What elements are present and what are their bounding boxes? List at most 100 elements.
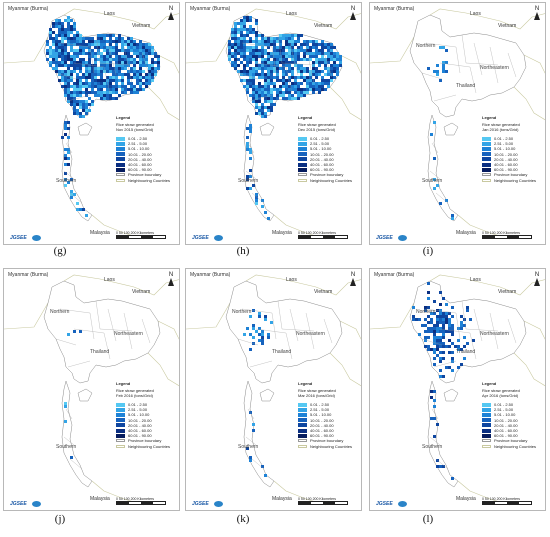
rice-straw-grid-cell [255,330,258,333]
rice-straw-grid-cell [85,79,88,82]
rice-straw-grid-cell [463,336,466,339]
rice-straw-grid-cell [261,61,264,64]
scale-bar: 0 50 100 200 Kilometers [482,231,532,239]
rice-straw-grid-cell [312,61,315,64]
rice-straw-grid-cell [448,318,451,321]
rice-straw-grid-cell [282,91,285,94]
rice-straw-grid-cell [82,208,85,211]
rice-straw-grid-cell [109,49,112,52]
legend-item-label: 0.01 - 2.50 [310,136,330,142]
rice-straw-grid-cell [264,318,267,321]
rice-straw-grid-cell [297,97,300,100]
rice-straw-grid-cell [124,88,127,91]
rice-straw-grid-cell [151,79,154,82]
rice-straw-grid-cell [330,55,333,58]
rice-straw-grid-cell [261,339,264,342]
rice-straw-grid-cell [327,85,330,88]
rice-straw-grid-cell [82,85,85,88]
rice-straw-grid-cell [67,73,70,76]
province-boundary [59,308,95,340]
rice-straw-grid-cell [258,315,261,318]
rice-straw-grid-cell [106,94,109,97]
rice-straw-grid-cell [97,73,100,76]
rice-straw-grid-cell [94,40,97,43]
rice-straw-grid-cell [82,82,85,85]
rice-straw-grid-cell [270,67,273,70]
legend-item: 5.01 - 10.00 [482,412,536,417]
rice-straw-grid-cell [252,91,255,94]
rice-straw-grid-cell [112,88,115,91]
rice-straw-grid-cell [58,49,61,52]
rice-straw-grid-cell [97,37,100,40]
rice-straw-grid-cell [136,82,139,85]
province-boundary [241,42,277,74]
rice-straw-grid-cell [100,40,103,43]
legend-subtitle: Rice straw generated [482,388,520,393]
rice-straw-grid-cell [303,79,306,82]
rice-straw-grid-cell [333,70,336,73]
rice-straw-grid-cell [264,61,267,64]
rice-straw-grid-cell [151,67,154,70]
rice-straw-grid-cell [139,79,142,82]
scale-bar: 0 50 100 200 Kilometers [116,231,166,239]
legend-swatch [482,157,491,162]
rice-straw-grid-cell [321,43,324,46]
northern-label: Northern [416,309,436,315]
rice-straw-grid-cell [439,345,442,348]
rice-straw-grid-cell [100,91,103,94]
rice-straw-grid-cell [67,34,70,37]
rice-straw-grid-cell [67,22,70,25]
rice-straw-grid-cell [252,324,255,327]
rice-straw-grid-cell [58,19,61,22]
rice-straw-grid-cell [121,49,124,52]
rice-straw-grid-cell [79,88,82,91]
rice-straw-grid-cell [433,417,436,420]
rice-straw-grid-cell [427,282,430,285]
rice-straw-grid-cell [103,58,106,61]
rice-straw-grid-cell [127,82,130,85]
rice-straw-grid-cell [70,178,73,181]
rice-straw-grid-cell [94,43,97,46]
rice-straw-grid-cell [70,55,73,58]
rice-straw-grid-cell [97,49,100,52]
legend-swatch [116,173,125,177]
rice-straw-grid-cell [415,318,418,321]
rice-straw-grid-cell [300,64,303,67]
jgsee-logo: JGSEE [192,235,209,241]
rice-straw-grid-cell [297,76,300,79]
rice-straw-grid-cell [109,85,112,88]
rice-straw-grid-cell [100,52,103,55]
legend-swatch [298,162,307,167]
rice-straw-grid-cell [94,85,97,88]
rice-straw-grid-cell [67,79,70,82]
rice-straw-grid-cell [112,76,115,79]
rice-straw-grid-cell [103,34,106,37]
legend-item: 40.01 - 60.00 [298,428,352,433]
rice-straw-grid-cell [294,88,297,91]
rice-straw-grid-cell [106,58,109,61]
rice-straw-grid-cell [64,121,67,124]
legend-swatch [298,178,307,182]
southern-label: Southern [422,178,443,184]
legend-swatch [298,412,307,417]
rice-straw-grid-cell [234,25,237,28]
rice-straw-grid-cell [234,61,237,64]
rice-straw-grid-cell [291,70,294,73]
rice-straw-grid-cell [270,52,273,55]
legend-item-label: 2.51 - 5.00 [310,407,330,413]
rice-straw-grid-cell [288,52,291,55]
rice-straw-grid-cell [97,40,100,43]
rice-straw-grid-cell [139,85,142,88]
rice-straw-grid-cell [451,360,454,363]
rice-straw-grid-cell [445,49,448,52]
rice-straw-grid-cell [85,61,88,64]
rice-straw-grid-cell [133,73,136,76]
rice-straw-grid-cell [448,327,451,330]
rice-straw-grid-cell [261,43,264,46]
rice-straw-grid-cell [154,55,157,58]
rice-straw-grid-cell [240,28,243,31]
rice-straw-grid-cell [333,55,336,58]
rice-straw-grid-cell [433,312,436,315]
rice-straw-grid-cell [97,67,100,70]
partner-logo-icon [32,501,41,507]
